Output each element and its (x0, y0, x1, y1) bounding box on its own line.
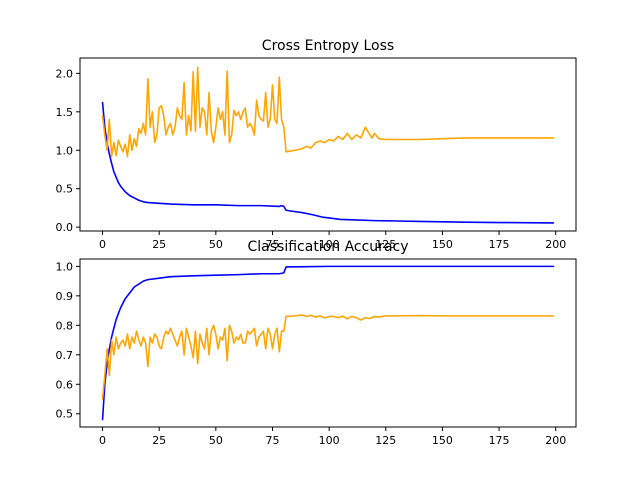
series-line-test (101, 66, 555, 158)
chart-title: Classification Accuracy (248, 239, 409, 255)
series-line-test (101, 314, 555, 400)
x-tick-label: 0 (99, 434, 106, 447)
x-tick-label: 200 (545, 434, 566, 447)
x-tick-label: 75 (265, 434, 279, 447)
y-tick-label: 0.5 (56, 183, 74, 196)
x-tick-label: 100 (319, 238, 340, 251)
plot-frame (79, 258, 577, 428)
x-tick-label: 25 (152, 434, 166, 447)
accuracy-chart: Classification Accuracy 0 25 50 75 100 125 150 1… (56, 239, 577, 447)
x-tick-label: 50 (209, 238, 223, 251)
y-tick-label: 0.8 (56, 319, 74, 332)
x-tick-label: 100 (319, 434, 340, 447)
loss-chart: Cross Entropy Loss 0 25 50 75 100 125 150 175 200… (56, 38, 577, 251)
series-line-train (101, 265, 555, 421)
y-tick-label: 1.0 (56, 144, 74, 157)
chart-title: Cross Entropy Loss (262, 38, 394, 54)
x-tick-label: 175 (489, 434, 510, 447)
x-tick-label: 125 (375, 434, 396, 447)
y-tick-label: 0.0 (56, 221, 74, 234)
x-tick-label: 50 (209, 434, 223, 447)
y-tick-label: 1.0 (56, 260, 74, 273)
plot-frame (79, 57, 577, 232)
x-tick-label: 0 (99, 238, 106, 251)
y-tick-label: 0.9 (56, 290, 74, 303)
x-tick-label: 175 (489, 238, 510, 251)
x-tick-label: 125 (375, 238, 396, 251)
y-tick-label: 0.7 (56, 349, 74, 362)
y-tick-label: 2.0 (56, 67, 74, 80)
x-tick-label: 150 (432, 434, 453, 447)
x-tick-label: 25 (152, 238, 166, 251)
x-tick-label: 75 (265, 238, 279, 251)
y-tick-label: 0.5 (56, 408, 74, 421)
series-line-train (101, 101, 555, 224)
x-tick-label: 200 (545, 238, 566, 251)
x-tick-label: 150 (432, 238, 453, 251)
y-tick-label: 1.5 (56, 106, 74, 119)
y-tick-label: 0.6 (56, 378, 74, 391)
